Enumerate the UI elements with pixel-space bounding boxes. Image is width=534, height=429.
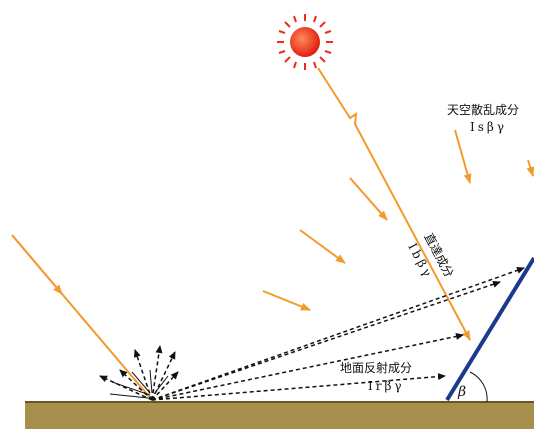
diffuse-arrows [262,129,534,311]
label: 地面反射成分 [340,360,412,375]
scatter-ticks [109,369,169,399]
solar-panel [445,256,534,402]
symbol: Irβγ [368,379,405,393]
angle-arc [469,371,488,403]
sun [277,14,333,70]
beam-arrow [11,234,63,295]
direct-beam [317,67,471,341]
angle-label: β [457,384,466,400]
symbol: Isβγ [470,120,507,134]
ground [25,402,534,429]
label: 天空散乱成分 [447,102,519,117]
